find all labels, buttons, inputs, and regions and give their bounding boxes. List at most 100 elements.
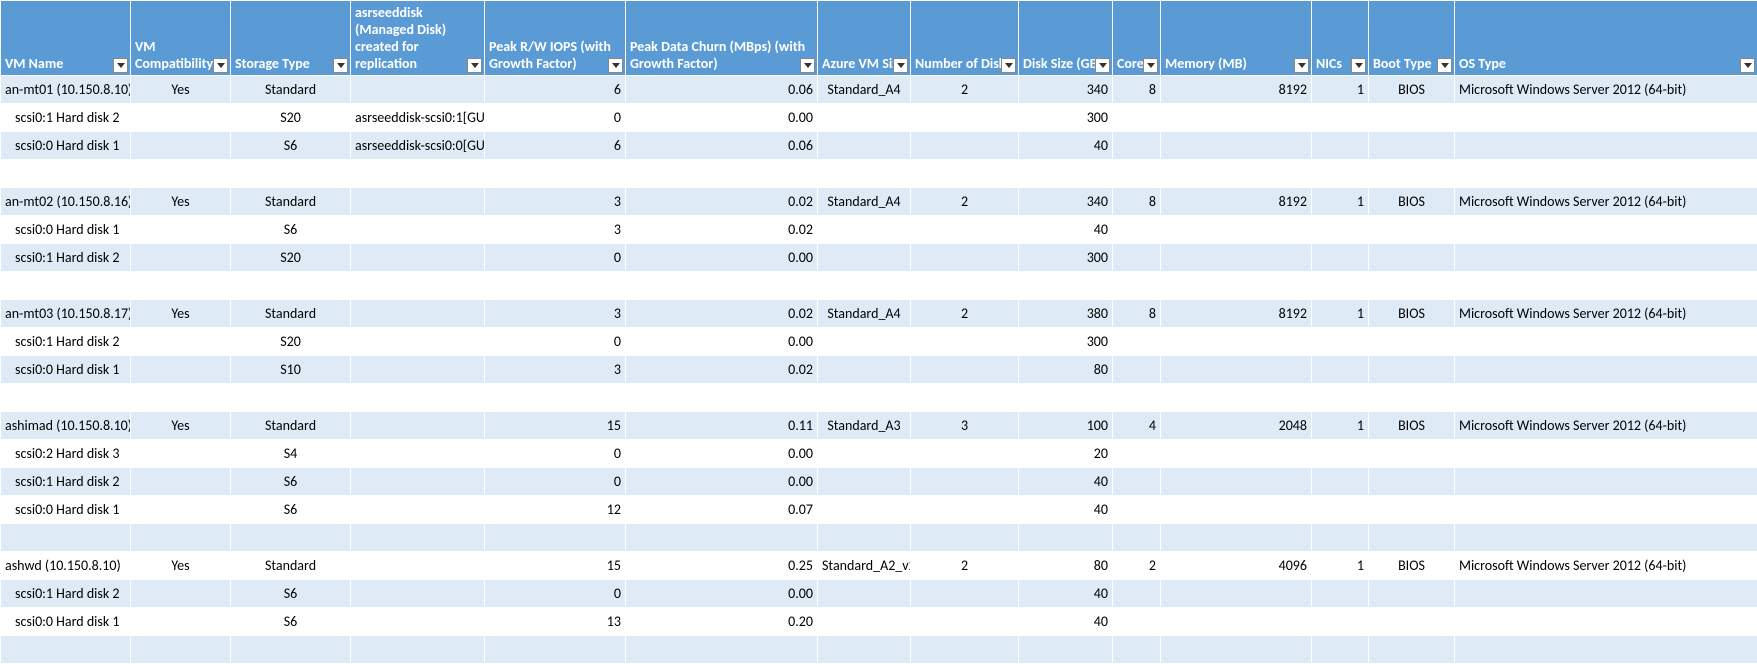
cell [351, 272, 485, 300]
cell: 0.25 [626, 552, 818, 580]
cell [351, 496, 485, 524]
cell: 0.20 [626, 608, 818, 636]
filter-dropdown-icon[interactable] [800, 58, 815, 73]
cell [1455, 580, 1757, 608]
col-header-6[interactable]: Azure VM Size [818, 1, 911, 76]
cell: Standard_A4 [818, 76, 911, 104]
cell: S6 [231, 580, 351, 608]
filter-dropdown-icon[interactable] [1143, 58, 1158, 73]
col-header-3[interactable]: asrseeddisk (Managed Disk) created for r… [351, 1, 485, 76]
col-header-4[interactable]: Peak R/W IOPS (with Growth Factor) [485, 1, 626, 76]
col-header-2[interactable]: Storage Type [231, 1, 351, 76]
cell [1113, 580, 1161, 608]
col-header-0[interactable]: VM Name [1, 1, 131, 76]
col-header-9[interactable]: Cores [1113, 1, 1161, 76]
filter-dropdown-icon[interactable] [1001, 58, 1016, 73]
cell [131, 160, 231, 188]
filter-dropdown-icon[interactable] [113, 58, 128, 73]
cell [351, 244, 485, 272]
cell [1369, 328, 1455, 356]
cell [1161, 356, 1312, 384]
cell [911, 104, 1019, 132]
cell: 2 [1113, 552, 1161, 580]
cell: 3 [911, 412, 1019, 440]
cell: scsi0:1 Hard disk 2 [1, 580, 131, 608]
cell [1, 272, 131, 300]
cell [1161, 440, 1312, 468]
filter-dropdown-icon[interactable] [608, 58, 623, 73]
cell [818, 468, 911, 496]
cell: S6 [231, 496, 351, 524]
cell [1113, 160, 1161, 188]
cell [131, 244, 231, 272]
cell [1369, 384, 1455, 412]
col-header-7[interactable]: Number of Disks [911, 1, 1019, 76]
cell: 80 [1019, 552, 1113, 580]
cell: 0.00 [626, 244, 818, 272]
cell: asrseeddisk-scsi0:0[GUID] [351, 132, 485, 160]
filter-dropdown-icon[interactable] [213, 58, 228, 73]
cell: 0 [485, 328, 626, 356]
cell [818, 160, 911, 188]
filter-dropdown-icon[interactable] [333, 58, 348, 73]
cell [911, 216, 1019, 244]
cell: scsi0:0 Hard disk 1 [1, 356, 131, 384]
cell [911, 496, 1019, 524]
cell [1113, 244, 1161, 272]
filter-dropdown-icon[interactable] [1437, 58, 1452, 73]
cell [1455, 272, 1757, 300]
cell: scsi0:2 Hard disk 3 [1, 440, 131, 468]
col-header-12[interactable]: Boot Type [1369, 1, 1455, 76]
cell: 2 [911, 552, 1019, 580]
cell [1455, 244, 1757, 272]
cell: Microsoft Windows Server 2012 (64-bit) [1455, 188, 1757, 216]
cell [818, 216, 911, 244]
cell: Microsoft Windows Server 2012 (64-bit) [1455, 412, 1757, 440]
filter-dropdown-icon[interactable] [467, 58, 482, 73]
cell: 3 [485, 188, 626, 216]
cell [626, 524, 818, 552]
cell [1113, 272, 1161, 300]
cell: 0.02 [626, 188, 818, 216]
cell [231, 272, 351, 300]
filter-dropdown-icon[interactable] [1095, 58, 1110, 73]
cell [131, 272, 231, 300]
filter-dropdown-icon[interactable] [1740, 58, 1755, 73]
cell [1312, 468, 1369, 496]
col-header-13[interactable]: OS Type [1455, 1, 1757, 76]
cell: 2 [911, 300, 1019, 328]
cell: 1 [1312, 300, 1369, 328]
cell: 380 [1019, 300, 1113, 328]
cell: Standard [231, 412, 351, 440]
col-header-1[interactable]: VM Compatibility [131, 1, 231, 76]
cell: 8 [1113, 188, 1161, 216]
cell: 80 [1019, 356, 1113, 384]
col-header-8[interactable]: Disk Size (GB) [1019, 1, 1113, 76]
cell: 2048 [1161, 412, 1312, 440]
table-row [1, 524, 1757, 552]
cell: 40 [1019, 132, 1113, 160]
cell [131, 524, 231, 552]
cell [1019, 272, 1113, 300]
filter-dropdown-icon[interactable] [1294, 58, 1309, 73]
cell: 13 [485, 608, 626, 636]
col-header-5[interactable]: Peak Data Churn (MBps) (with Growth Fact… [626, 1, 818, 76]
cell [818, 104, 911, 132]
filter-dropdown-icon[interactable] [1351, 58, 1366, 73]
cell [1455, 524, 1757, 552]
cell: 0.11 [626, 412, 818, 440]
cell [351, 76, 485, 104]
cell [351, 300, 485, 328]
cell: S6 [231, 216, 351, 244]
table-row: scsi0:1 Hard disk 2S600.0040 [1, 580, 1757, 608]
cell [1161, 608, 1312, 636]
cell: 8192 [1161, 300, 1312, 328]
col-header-11[interactable]: NICs [1312, 1, 1369, 76]
col-header-10[interactable]: Memory (MB) [1161, 1, 1312, 76]
cell: 0.02 [626, 300, 818, 328]
cell: 340 [1019, 188, 1113, 216]
cell [1312, 440, 1369, 468]
cell [1369, 272, 1455, 300]
filter-dropdown-icon[interactable] [893, 58, 908, 73]
cell: 6 [485, 76, 626, 104]
